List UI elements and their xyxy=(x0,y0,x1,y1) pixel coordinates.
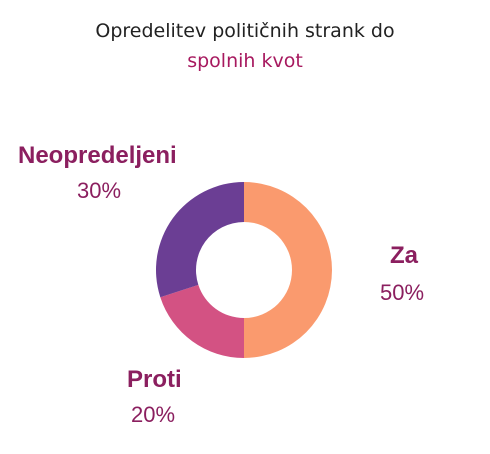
donut-slice-za xyxy=(244,182,332,358)
slice-value-za: 50% xyxy=(380,280,425,305)
chart-subtitle: spolnih kvot xyxy=(187,50,303,72)
donut-slice-neopredeljeni xyxy=(156,182,244,298)
slice-label-proti: Proti xyxy=(127,366,182,393)
chart-title: Opredelitev političnih strank do xyxy=(95,20,395,42)
slice-label-neopredeljeni: Neopredeljeni xyxy=(18,142,177,169)
slice-value-neopredeljeni: 30% xyxy=(77,178,122,203)
slice-label-za: Za xyxy=(390,242,419,269)
donut-slice-proti xyxy=(160,284,244,358)
slice-value-proti: 20% xyxy=(131,402,176,427)
